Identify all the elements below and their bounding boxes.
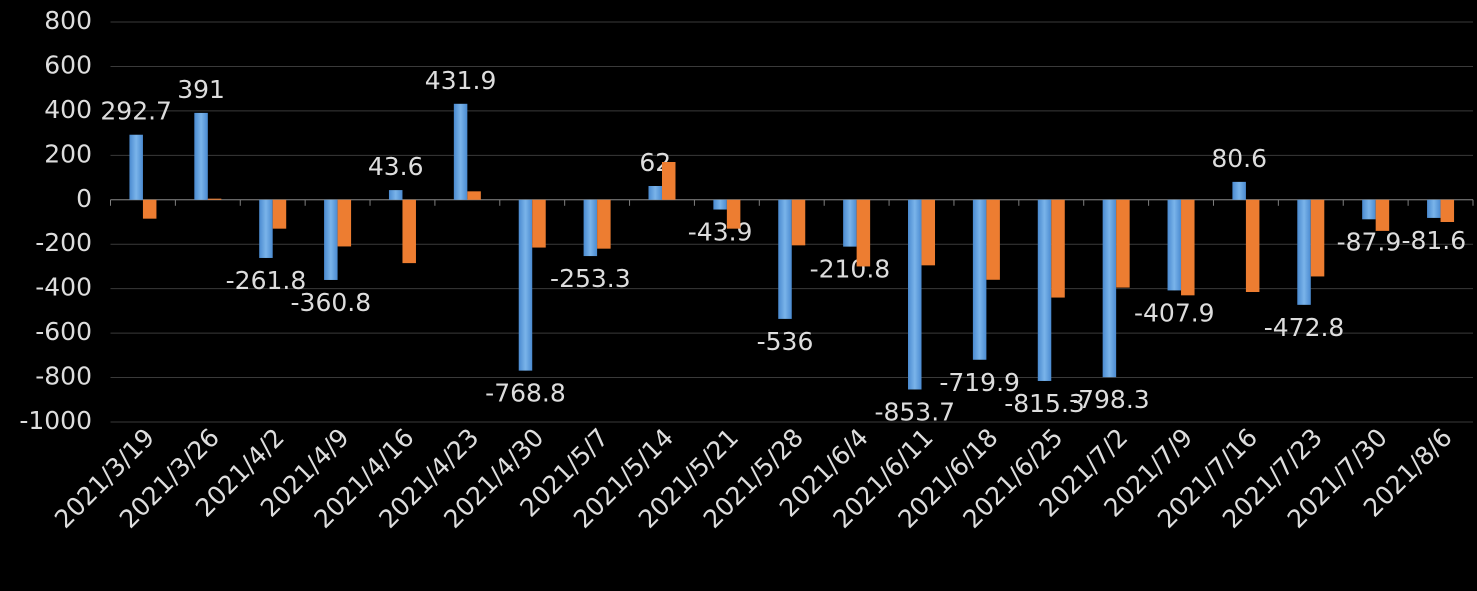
y-tick-label: 400 <box>44 95 92 124</box>
bar <box>467 191 481 200</box>
data-label: 80.6 <box>1211 144 1267 173</box>
bar <box>1037 199 1052 381</box>
bar <box>194 112 208 200</box>
y-tick-label: -600 <box>35 317 92 346</box>
data-label: 431.9 <box>425 66 497 95</box>
bar <box>532 199 546 248</box>
y-tick-label: 0 <box>76 184 92 213</box>
bar <box>1427 199 1441 218</box>
bar <box>1245 199 1260 292</box>
bar <box>207 198 222 200</box>
bar <box>1167 199 1182 291</box>
data-label: -253.3 <box>550 264 631 293</box>
data-label: -360.8 <box>291 288 372 317</box>
bar <box>1310 199 1325 277</box>
data-label: -472.8 <box>1264 313 1345 342</box>
bar <box>1051 199 1065 298</box>
bar <box>921 199 936 266</box>
bar <box>1181 199 1195 296</box>
bar <box>402 199 416 264</box>
data-label: -210.8 <box>810 255 891 284</box>
data-label: -43.9 <box>688 218 753 247</box>
data-label: -261.8 <box>226 266 307 295</box>
bar <box>726 199 741 229</box>
bar <box>518 199 533 371</box>
data-label: -87.9 <box>1337 227 1402 256</box>
data-label: -815.3 <box>1004 389 1085 418</box>
bar <box>1375 199 1390 231</box>
bar <box>1116 199 1130 288</box>
y-tick-label: 200 <box>44 139 92 168</box>
bar <box>583 199 598 257</box>
bar <box>1297 199 1311 305</box>
bar <box>597 199 611 249</box>
bar <box>986 199 1000 280</box>
bar <box>856 199 871 267</box>
y-tick-label: -200 <box>35 228 92 257</box>
y-tick-label: -400 <box>35 273 92 302</box>
data-label: 43.6 <box>368 152 424 181</box>
y-tick-label: 600 <box>44 50 92 79</box>
y-tick-label: 800 <box>44 6 92 35</box>
bar <box>1362 199 1376 220</box>
bar <box>453 103 468 200</box>
data-label: -853.7 <box>874 397 955 426</box>
bar <box>778 199 792 319</box>
bar <box>791 199 806 246</box>
bar <box>1102 199 1117 378</box>
bar <box>259 199 273 258</box>
y-tick-label: -1000 <box>19 406 92 435</box>
data-label: -536 <box>757 327 814 356</box>
bar <box>1232 181 1246 200</box>
bar <box>129 134 143 200</box>
bar <box>713 199 727 210</box>
data-label: -798.3 <box>1069 385 1150 414</box>
bar <box>843 199 857 247</box>
bar <box>337 199 352 247</box>
bar <box>324 199 338 280</box>
data-label: -719.9 <box>939 368 1020 397</box>
bar <box>142 199 157 219</box>
data-label: -768.8 <box>485 379 566 408</box>
data-label: 292.7 <box>100 97 172 126</box>
data-label: -81.6 <box>1401 226 1466 255</box>
data-label: -407.9 <box>1134 298 1215 327</box>
bar <box>972 199 987 360</box>
bar <box>388 190 403 200</box>
bar <box>272 199 287 229</box>
y-tick-label: -800 <box>35 362 92 391</box>
bar <box>661 162 676 200</box>
bar <box>908 199 922 390</box>
data-label: 391 <box>177 75 225 104</box>
bar <box>1440 199 1455 222</box>
bar <box>648 186 662 200</box>
